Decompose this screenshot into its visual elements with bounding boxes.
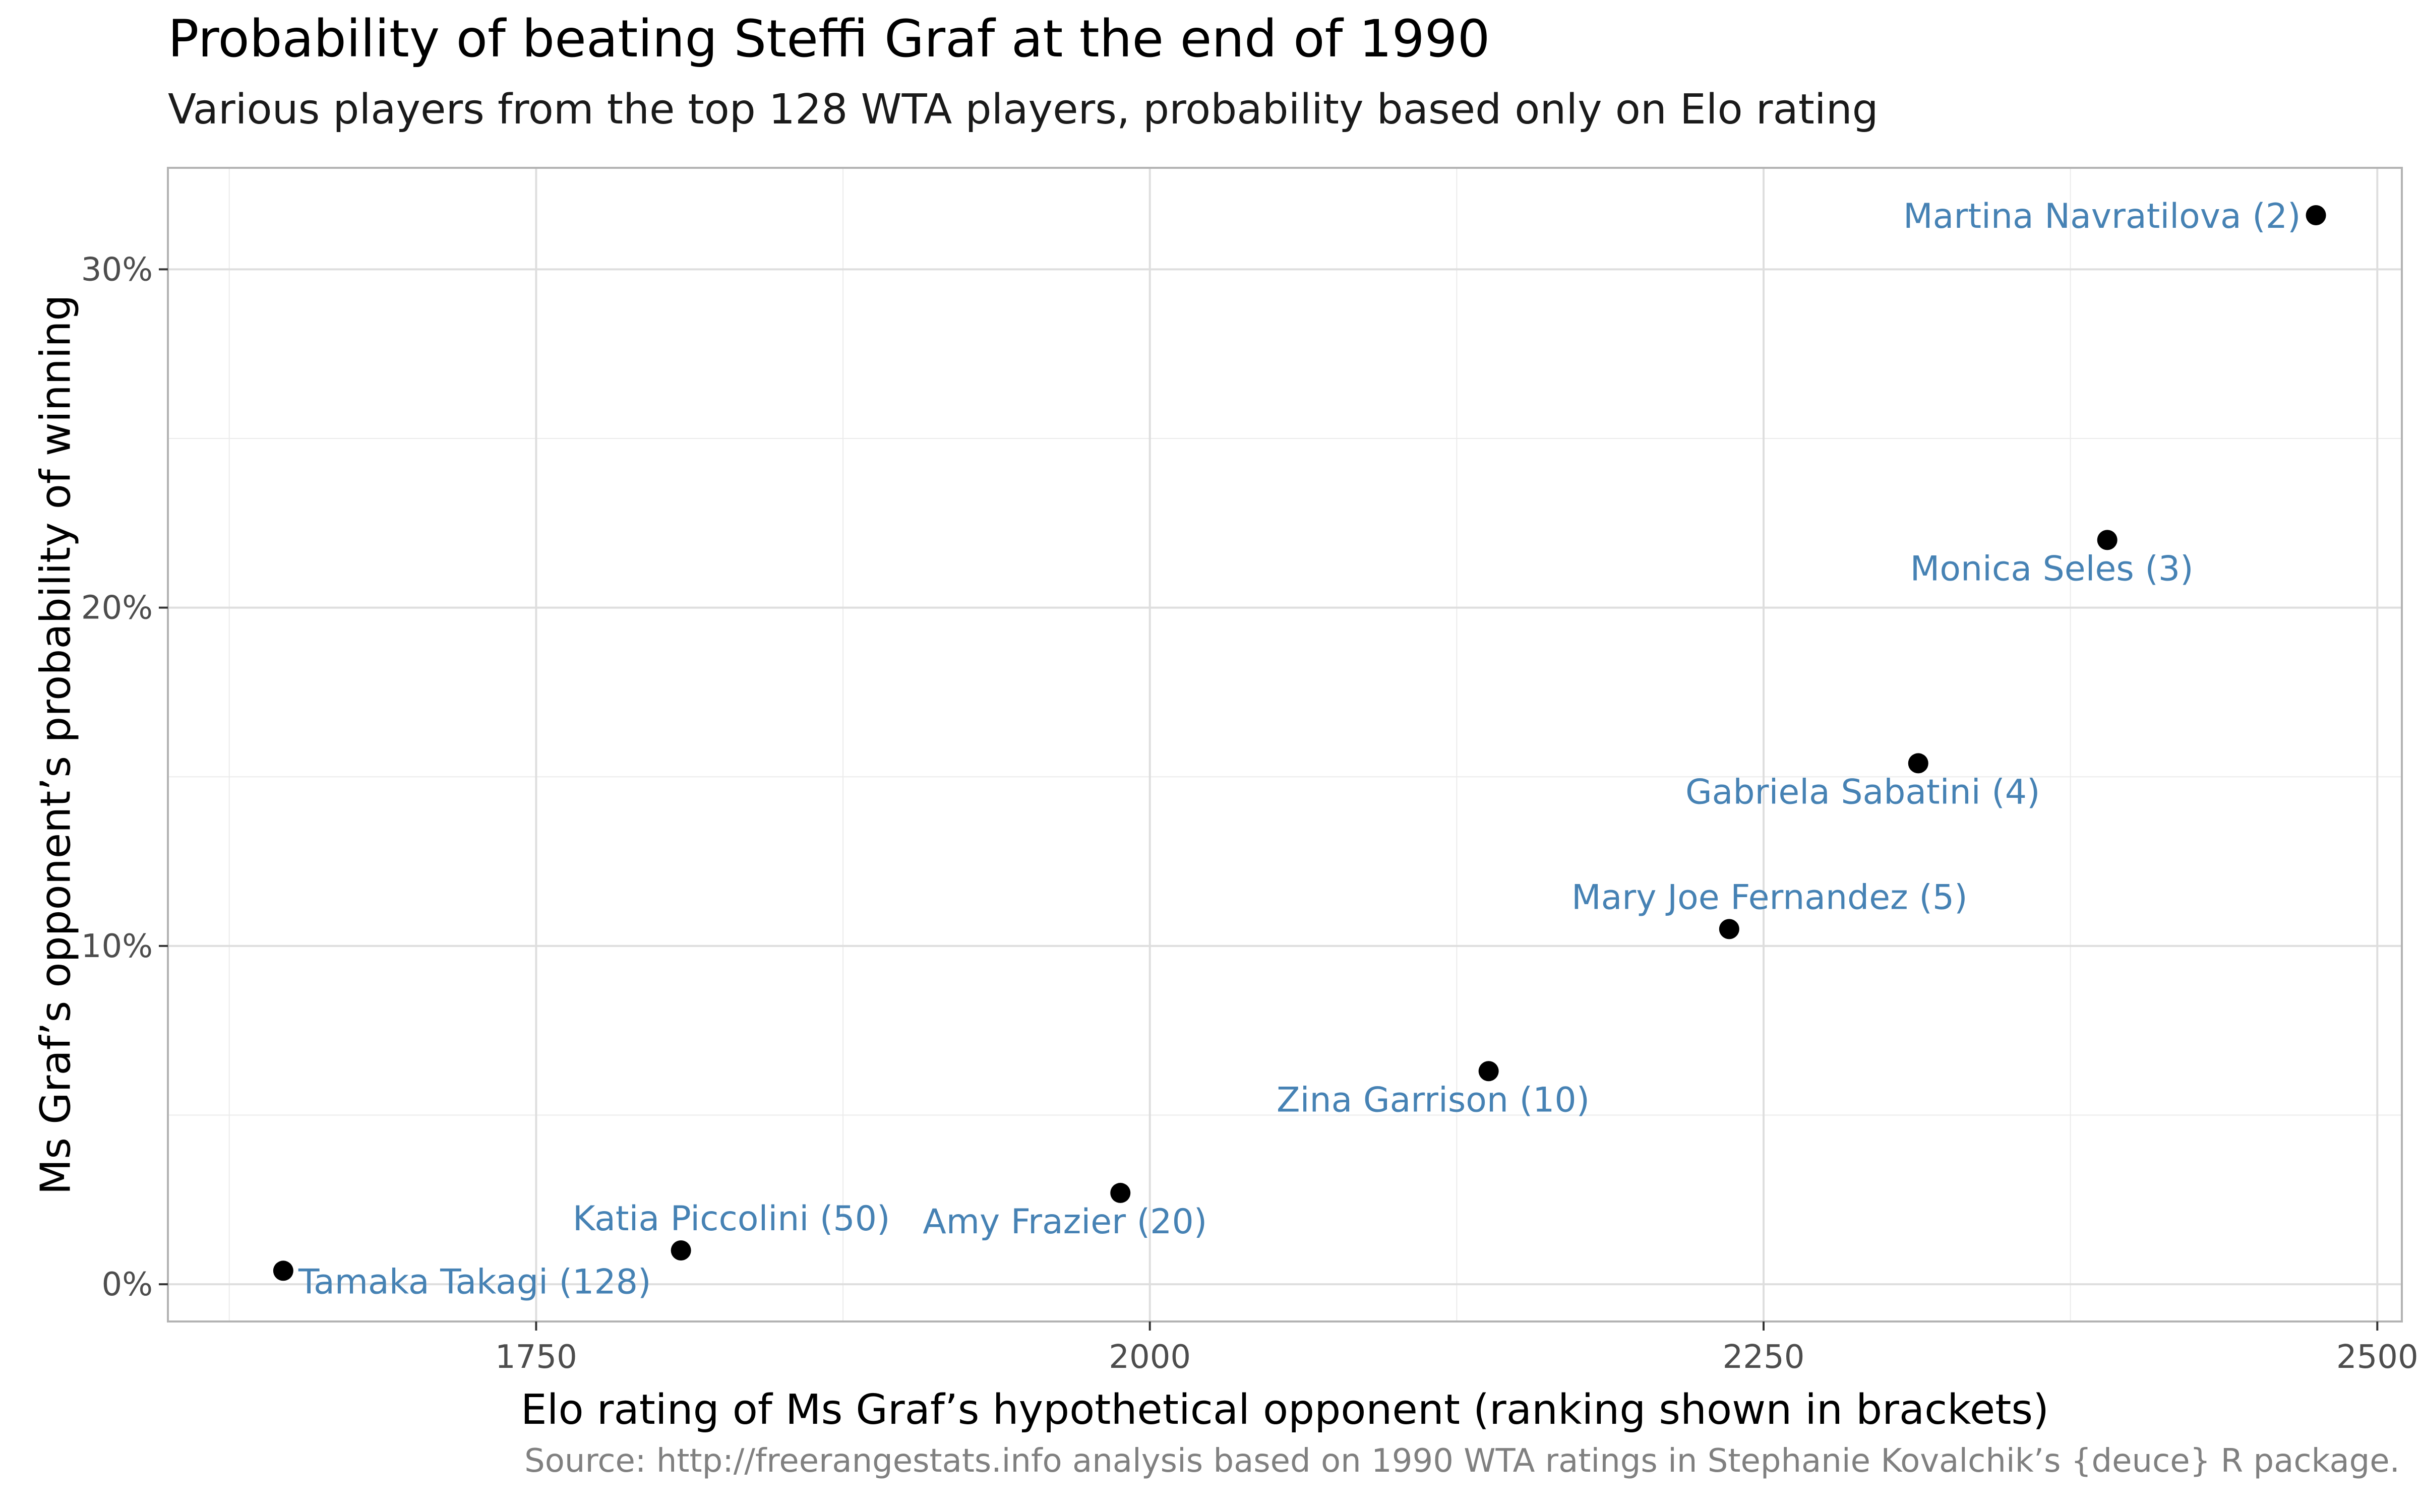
point-label: Amy Frazier (20): [923, 1202, 1207, 1242]
data-point: [273, 1261, 293, 1281]
data-points: [273, 205, 2326, 1281]
chart-caption: Source: http://freerangestats.info analy…: [524, 1442, 2400, 1480]
y-tick-label: 30%: [81, 251, 153, 288]
y-tick-label: 20%: [81, 590, 153, 627]
x-tick-label: 1750: [495, 1339, 577, 1376]
tick-labels: 1750 2000 2250 2500 0% 10% 20% 30%: [81, 251, 2418, 1376]
data-point: [2097, 530, 2118, 550]
x-tick-label: 2500: [2336, 1339, 2418, 1376]
minor-gridlines: [168, 168, 2402, 1321]
data-point: [2306, 205, 2326, 225]
point-label: Gabriela Sabatini (4): [1685, 772, 2040, 812]
panel-border: [167, 167, 2403, 1322]
data-point: [1478, 1061, 1499, 1082]
x-tick-label: 2000: [1109, 1339, 1191, 1376]
chart-subtitle: Various players from the top 128 WTA pla…: [168, 86, 1879, 134]
y-tick-label: 0%: [101, 1266, 153, 1303]
point-label: Zina Garrison (10): [1277, 1080, 1590, 1120]
point-label: Katia Piccolini (50): [573, 1199, 890, 1239]
chart-title: Probability of beating Steffi Graf at th…: [168, 9, 1490, 69]
data-point: [1908, 753, 1928, 774]
y-axis-label: Ms Graf’s opponent’s probability of winn…: [32, 295, 80, 1195]
point-label: Tamaka Takagi (128): [298, 1262, 651, 1302]
x-axis-label: Elo rating of Ms Graf’s hypothetical opp…: [521, 1386, 2049, 1434]
point-label: Monica Seles (3): [1910, 549, 2194, 589]
data-point: [671, 1240, 691, 1261]
y-tick-label: 10%: [81, 928, 153, 965]
major-gridlines: [168, 168, 2402, 1321]
point-label: Mary Joe Fernandez (5): [1571, 877, 1968, 917]
x-tick-label: 2250: [1723, 1339, 1805, 1376]
axis-ticks: [159, 268, 2379, 1331]
data-point: [1110, 1182, 1131, 1203]
point-label: Martina Navratilova (2): [1903, 197, 2301, 236]
data-point: [1719, 919, 1739, 939]
point-labels: Martina Navratilova (2) Monica Seles (3) G…: [298, 197, 2301, 1302]
